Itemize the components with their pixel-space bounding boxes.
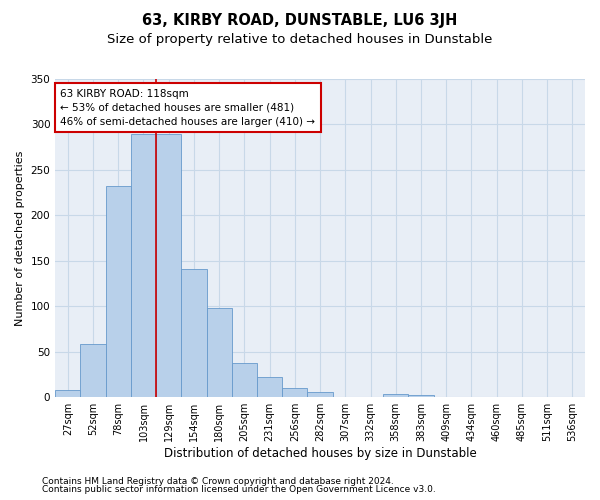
- Text: 63 KIRBY ROAD: 118sqm
← 53% of detached houses are smaller (481)
46% of semi-det: 63 KIRBY ROAD: 118sqm ← 53% of detached …: [61, 88, 316, 126]
- Text: 63, KIRBY ROAD, DUNSTABLE, LU6 3JH: 63, KIRBY ROAD, DUNSTABLE, LU6 3JH: [142, 12, 458, 28]
- Bar: [307, 392, 332, 397]
- Bar: [206, 308, 232, 397]
- Text: Contains public sector information licensed under the Open Government Licence v3: Contains public sector information licen…: [42, 485, 436, 494]
- Bar: [383, 394, 409, 397]
- Text: Contains HM Land Registry data © Crown copyright and database right 2024.: Contains HM Land Registry data © Crown c…: [42, 477, 394, 486]
- Bar: [409, 396, 434, 397]
- Bar: [156, 134, 181, 397]
- Bar: [257, 377, 282, 397]
- Bar: [232, 362, 257, 397]
- Bar: [282, 388, 307, 397]
- Bar: [131, 134, 156, 397]
- Text: Size of property relative to detached houses in Dunstable: Size of property relative to detached ho…: [107, 32, 493, 46]
- Bar: [80, 344, 106, 397]
- X-axis label: Distribution of detached houses by size in Dunstable: Distribution of detached houses by size …: [164, 447, 476, 460]
- Bar: [106, 186, 131, 397]
- Bar: [55, 390, 80, 397]
- Y-axis label: Number of detached properties: Number of detached properties: [15, 150, 25, 326]
- Bar: [181, 269, 206, 397]
